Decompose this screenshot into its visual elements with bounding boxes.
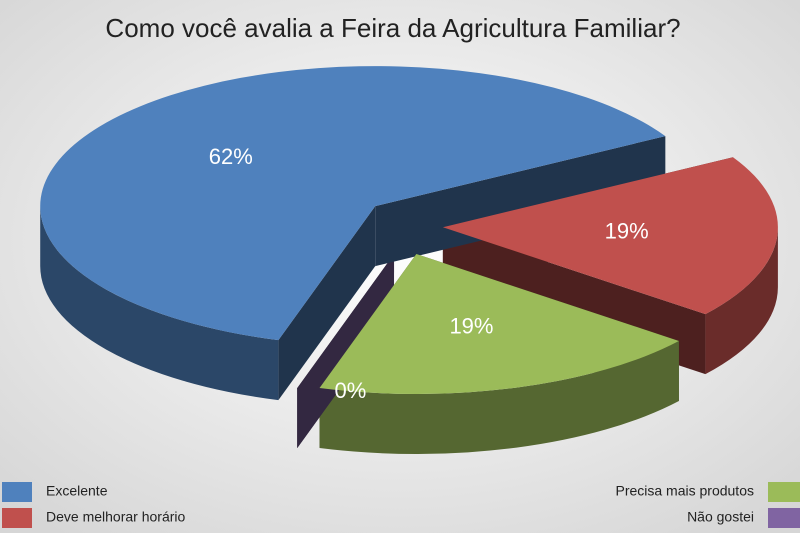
- legend-swatch: [2, 482, 32, 502]
- slice: [319, 254, 679, 395]
- legend-label: Precisa mais produtos: [615, 483, 754, 499]
- legend-swatch: [768, 482, 800, 502]
- slice-side: [40, 206, 279, 401]
- legend: Excelente Deve melhorar horário Precisa ma…: [2, 482, 800, 528]
- slice-wall: [278, 206, 376, 401]
- legend-label: Deve melhorar horário: [46, 509, 185, 525]
- slice: [40, 66, 666, 341]
- slice-side: [705, 227, 778, 375]
- slice-wall: [375, 136, 666, 267]
- slice-side: [319, 340, 679, 455]
- legend-label: Excelente: [46, 483, 108, 499]
- data-label: 0%: [335, 378, 367, 403]
- data-label: 19%: [449, 313, 493, 338]
- legend-swatch: [2, 508, 32, 528]
- pie: 19% 19% 0% 62%: [40, 66, 778, 455]
- slice-wall: [297, 254, 395, 449]
- data-label: 19%: [605, 219, 649, 244]
- slice: [442, 157, 778, 315]
- legend-label: Não gostei: [687, 509, 754, 525]
- legend-swatch: [768, 508, 800, 528]
- chart-title: Como você avalia a Feira da Agricultura …: [105, 13, 680, 43]
- data-label: 62%: [209, 144, 253, 169]
